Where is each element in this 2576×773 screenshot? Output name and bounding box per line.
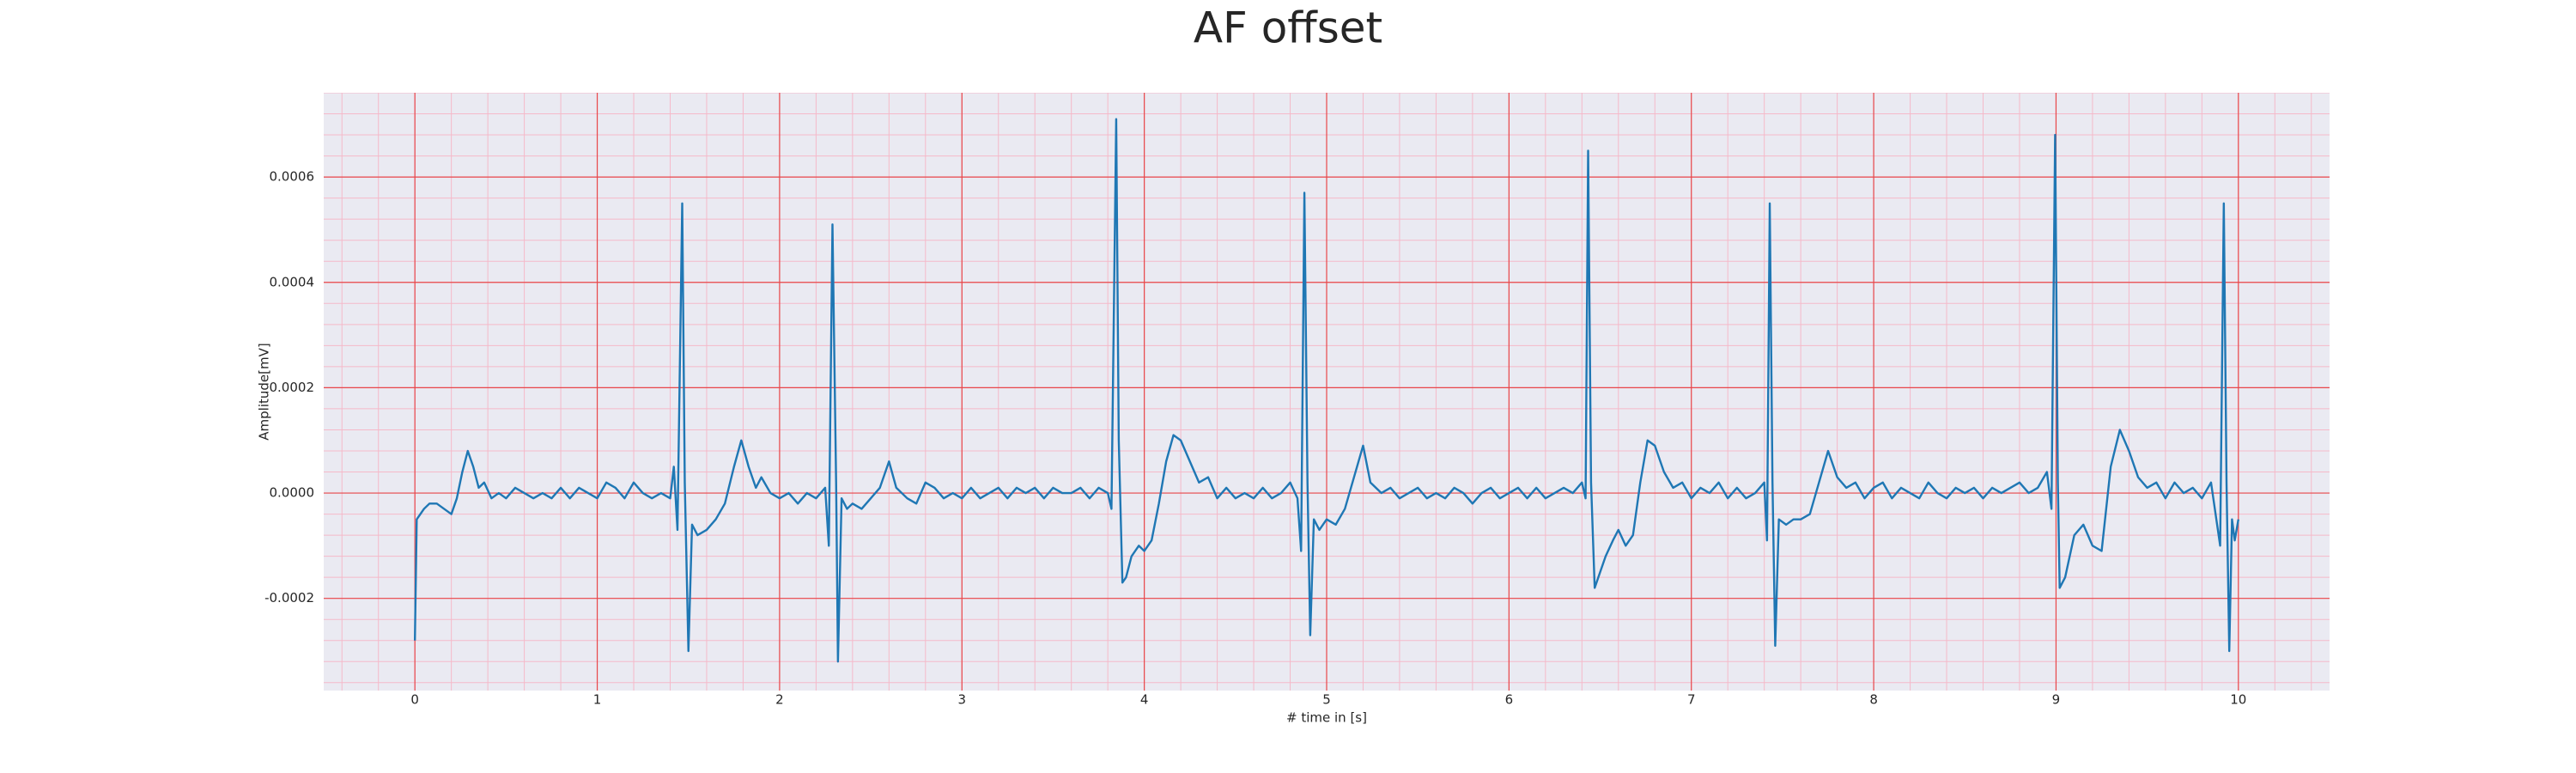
y-axis-label: Amplitude[mV] bbox=[257, 343, 272, 440]
x-tick-label: 8 bbox=[1869, 692, 1878, 708]
signal-line bbox=[413, 118, 2240, 663]
x-tick-label: 1 bbox=[593, 692, 602, 708]
x-tick-label: 0 bbox=[410, 692, 419, 708]
chart-title: AF offset bbox=[1194, 3, 1382, 53]
x-tick-label: 5 bbox=[1322, 692, 1331, 708]
y-tick-label: 0.0000 bbox=[270, 485, 315, 501]
y-tick-label: 0.0006 bbox=[270, 169, 315, 185]
y-tick-label: 0.0002 bbox=[270, 380, 315, 395]
grid bbox=[324, 93, 2330, 691]
x-tick-label: 4 bbox=[1140, 692, 1149, 708]
y-tick-label: 0.0004 bbox=[270, 274, 315, 289]
x-axis-label: # time in [s] bbox=[1286, 710, 1367, 726]
x-tick-label: 6 bbox=[1505, 692, 1514, 708]
x-tick-label: 10 bbox=[2230, 692, 2246, 708]
x-tick-label: 7 bbox=[1687, 692, 1696, 708]
x-tick-label: 2 bbox=[775, 692, 784, 708]
x-tick-label: 9 bbox=[2052, 692, 2061, 708]
x-tick-label: 3 bbox=[957, 692, 966, 708]
y-tick-label: -0.0002 bbox=[264, 590, 314, 606]
